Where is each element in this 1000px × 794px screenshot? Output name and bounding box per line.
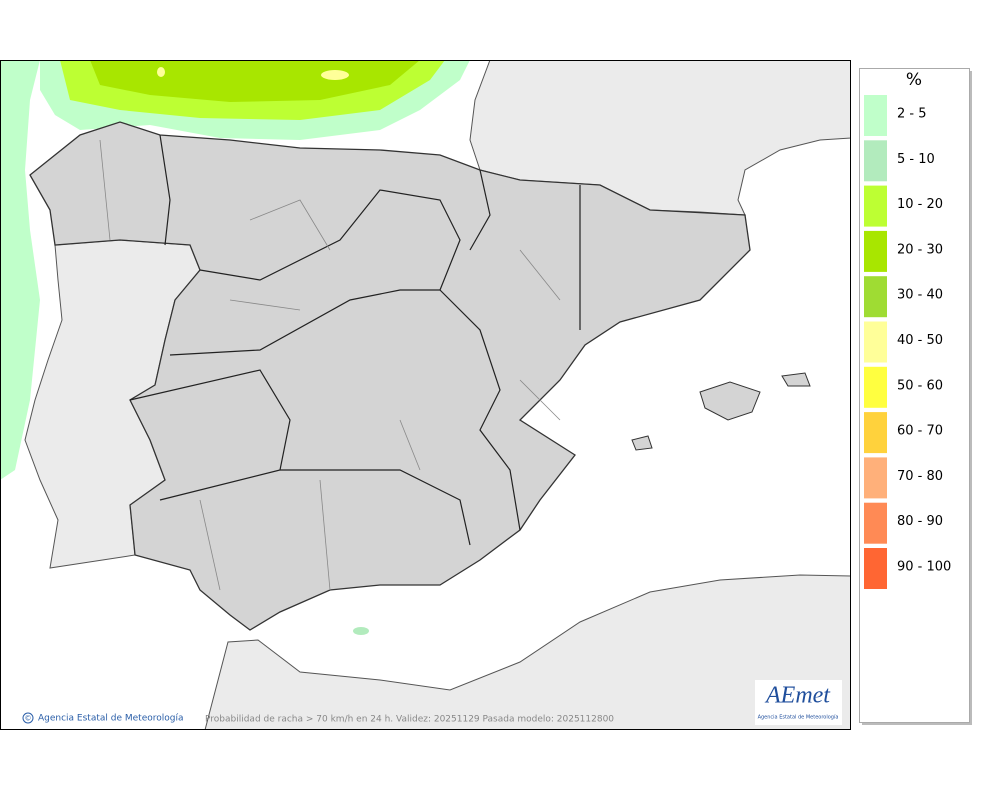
legend-label: 20 - 30: [897, 242, 943, 257]
legend-label: 60 - 70: [897, 424, 943, 439]
legend-label: 50 - 60: [897, 378, 943, 393]
mallorca: [699, 381, 761, 421]
legend-swatch: [864, 140, 887, 182]
legend-swatch: [864, 276, 887, 318]
logo-text: Agencia Estatal de Meteorología: [758, 714, 839, 721]
credit: Agencia Estatal de Meteorología: [38, 714, 184, 724]
legend-swatch: [864, 321, 887, 363]
prob-area: [321, 70, 349, 80]
africa: [204, 574, 851, 730]
legend-label: 10 - 20: [897, 197, 943, 212]
legend-label: 30 - 40: [897, 288, 943, 303]
prob-area: [353, 627, 369, 635]
province-borders: [99, 139, 561, 591]
menorca: [781, 372, 811, 387]
logo-box: [755, 680, 842, 725]
legend-swatch: [864, 548, 887, 589]
prob-area: [0, 60, 40, 480]
legend-swatch: [864, 95, 887, 136]
copyright-symbol: ©: [25, 715, 32, 723]
legend-label: 80 - 90: [897, 514, 943, 529]
legend-swatch: [864, 366, 887, 408]
logo-mark: AEmet: [764, 683, 831, 709]
legend-label: 40 - 50: [897, 333, 943, 348]
legend-swatch: [864, 230, 887, 272]
spain: [29, 121, 751, 631]
legend-swatch: [864, 502, 887, 544]
legend-label: 5 - 10: [897, 152, 935, 167]
legend-swatch: [864, 412, 887, 454]
legend-items: 2 - 5 5 - 10 10 - 20 20 - 30 30 - 40 40 - 50 5…: [864, 95, 951, 589]
region-borders: [129, 134, 581, 546]
map-frame: [0, 60, 851, 730]
caption: Probabilidad de racha > 70 km/h en 24 h.…: [205, 715, 614, 725]
legend-title: %: [906, 70, 922, 90]
legend-swatch: [864, 457, 887, 499]
legend-label: 70 - 80: [897, 469, 943, 484]
legend-label: 90 - 100: [897, 560, 951, 575]
map: [0, 60, 851, 730]
legend-label: 2 - 5: [897, 107, 927, 122]
prob-area: [157, 67, 165, 77]
legend-swatch: [864, 185, 887, 227]
copyright-circle: [22, 712, 34, 724]
ibiza: [631, 435, 653, 451]
